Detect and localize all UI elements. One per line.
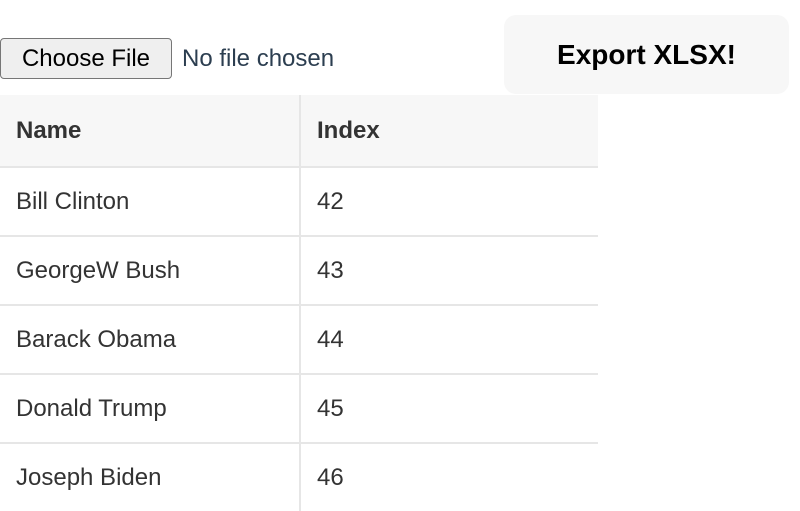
cell-index: 43 (300, 236, 598, 306)
cell-index: 44 (300, 305, 598, 375)
header-index: Index (300, 95, 598, 168)
cell-name: Donald Trump (0, 374, 301, 444)
cell-name: Joseph Biden (0, 443, 301, 511)
choose-file-button[interactable]: Choose File (0, 38, 172, 79)
file-status: No file chosen (182, 44, 335, 72)
file-input[interactable]: Choose File No file chosen (0, 38, 334, 79)
table-row: Barack Obama 44 (0, 305, 598, 375)
cell-name: GeorgeW Bush (0, 236, 301, 306)
cell-index: 42 (300, 167, 598, 237)
cell-index: 46 (317, 463, 344, 491)
table-row: Joseph Biden 46 (0, 443, 598, 511)
table-row: GeorgeW Bush 43 (0, 236, 598, 306)
table-row: Donald Trump 45 (0, 374, 598, 444)
export-xlsx-button[interactable]: Export XLSX! (504, 15, 789, 94)
table-header-row: Name Index (0, 95, 598, 168)
cell-name: Bill Clinton (0, 167, 301, 237)
cell-name: Barack Obama (0, 305, 301, 375)
cell-index: 45 (300, 374, 598, 444)
presidents-table: Name Index Bill Clinton 42 GeorgeW Bush 43… (0, 95, 598, 511)
header-name: Name (0, 95, 301, 168)
table-row: Bill Clinton 42 (0, 167, 598, 237)
